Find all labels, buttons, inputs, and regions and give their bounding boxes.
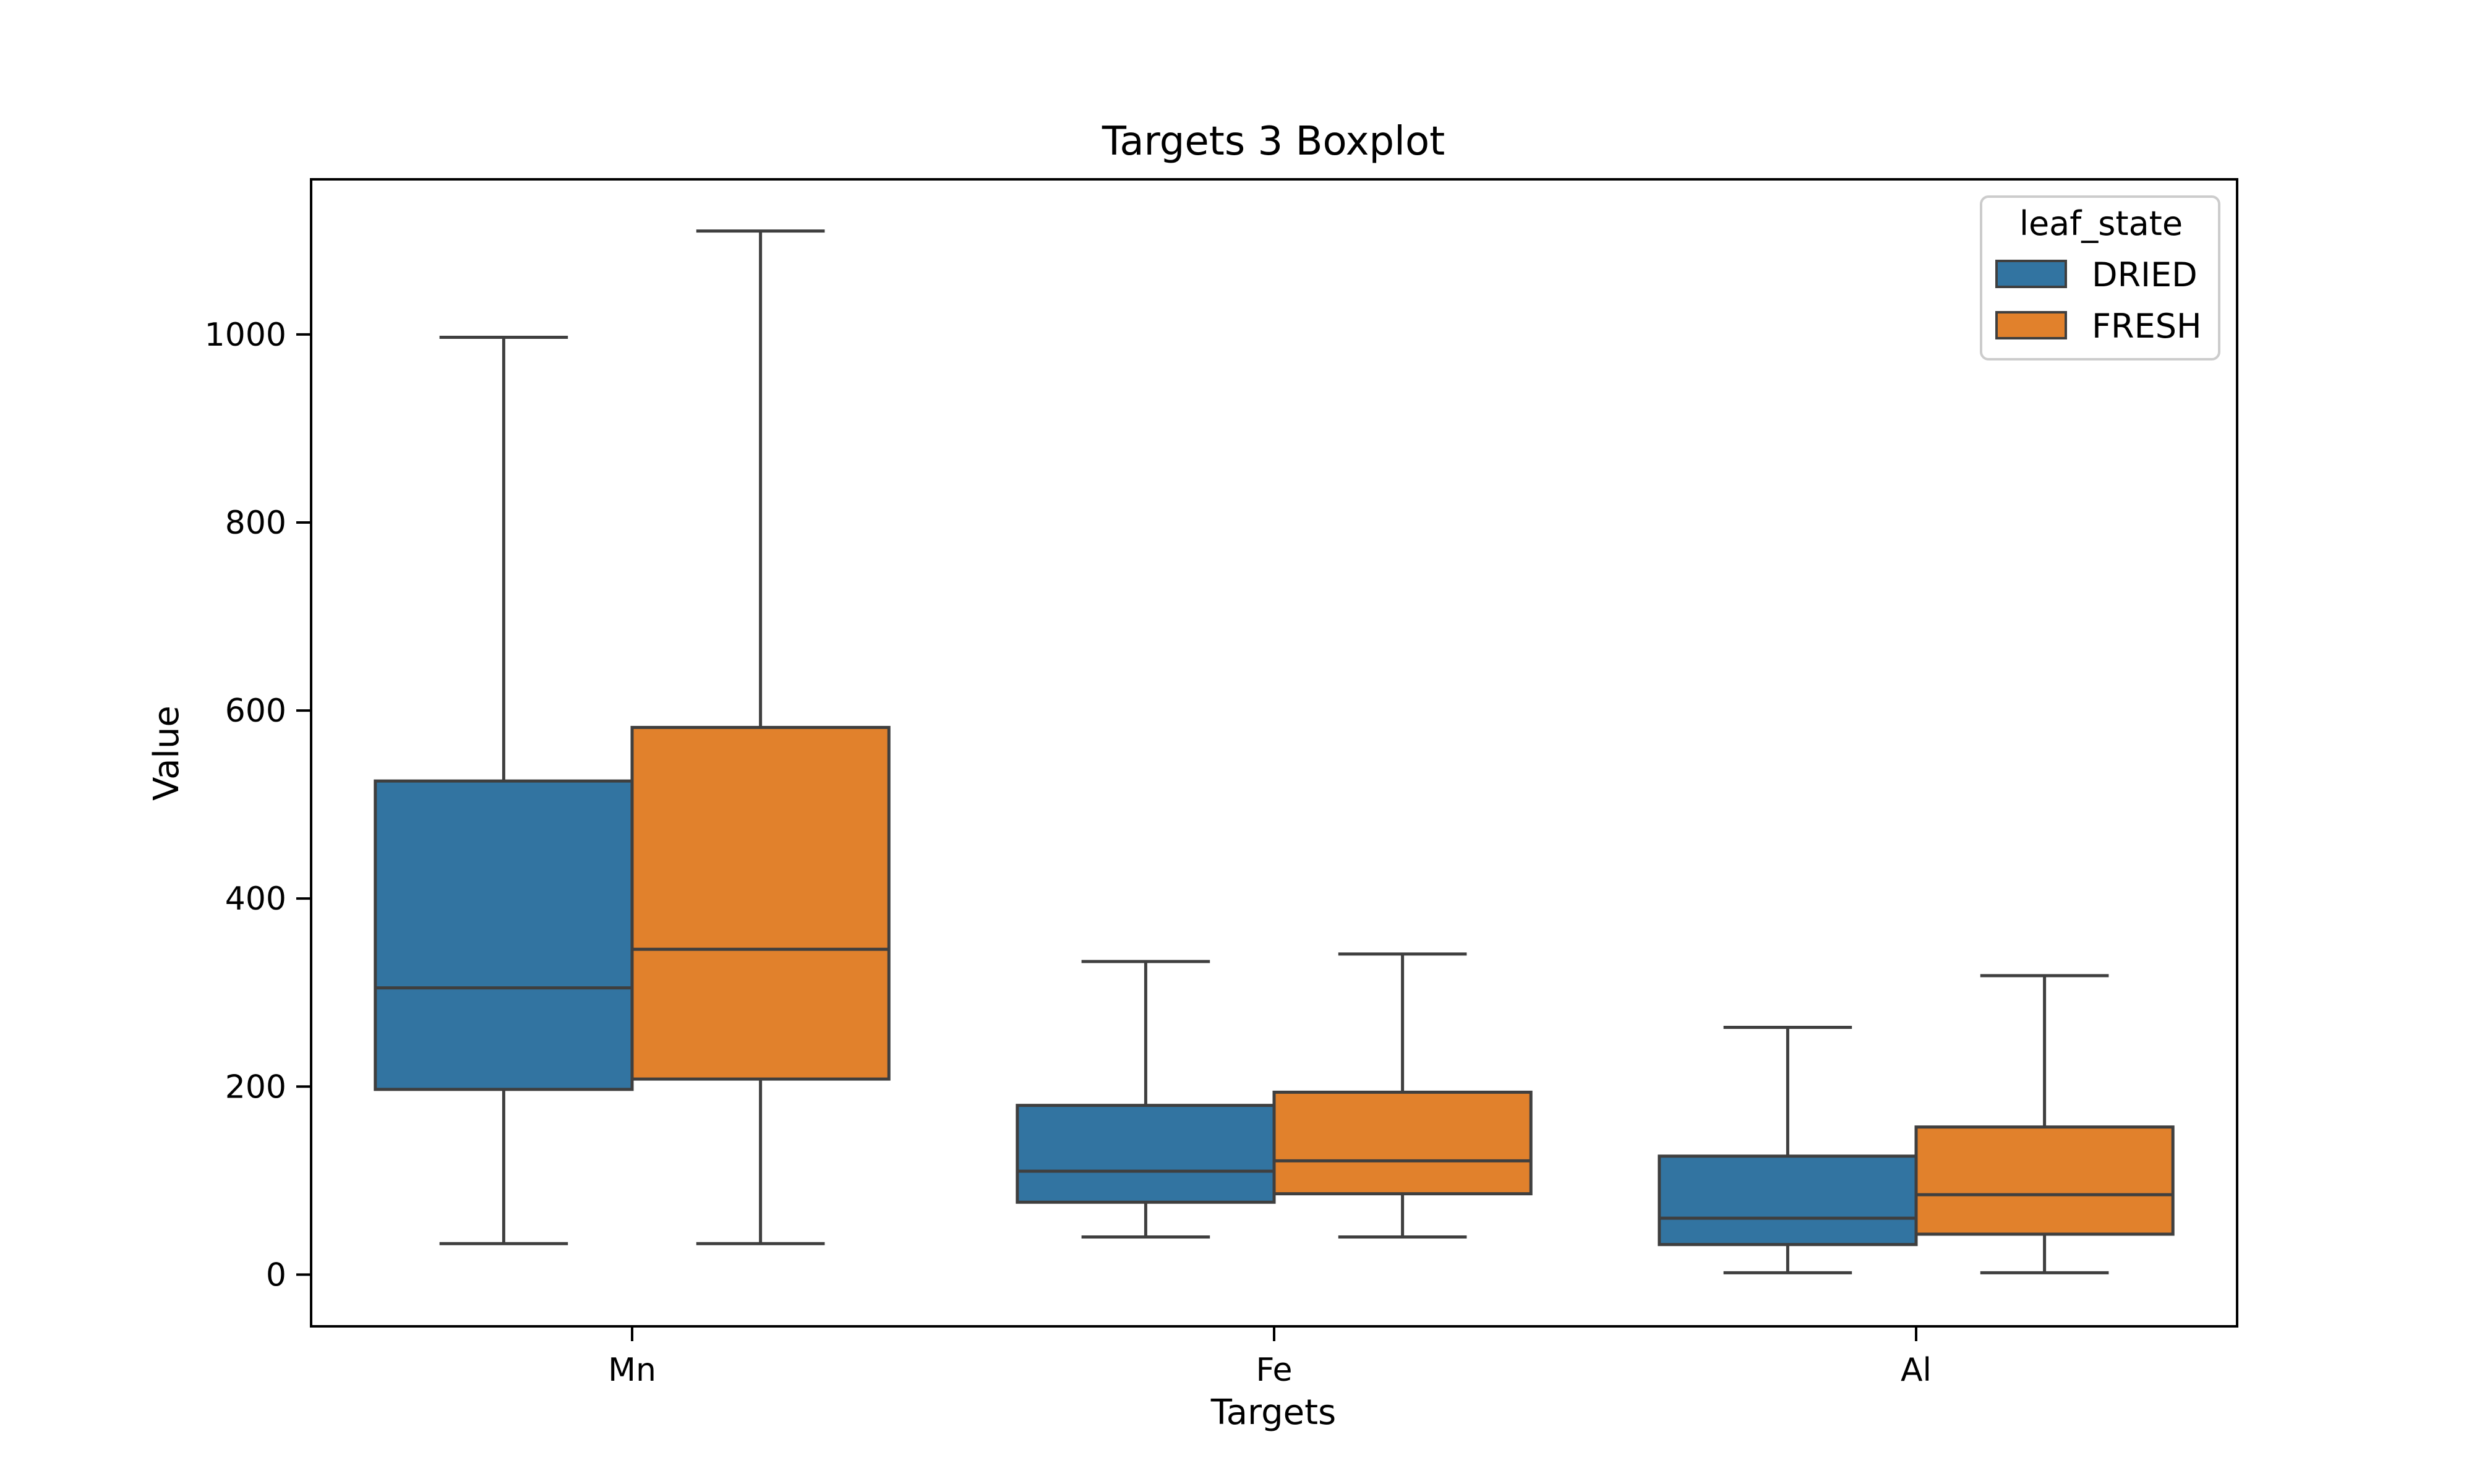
legend-swatch-dried: [1995, 260, 2067, 288]
chart-title: Targets 3 Boxplot: [1102, 119, 1445, 164]
legend-label-dried: DRIED: [2092, 255, 2198, 294]
iqr-box: [374, 779, 634, 1091]
x-axis-label: Targets: [1210, 1392, 1336, 1433]
iqr-box: [1914, 1125, 2175, 1236]
iqr-box: [1016, 1104, 1276, 1204]
iqr-box: [1272, 1090, 1533, 1196]
iqr-box: [1658, 1154, 1918, 1247]
y-axis-label: Value: [147, 706, 187, 801]
legend-label-fresh: FRESH: [2092, 307, 2202, 346]
legend-title: leaf_state: [2019, 204, 2183, 243]
legend-swatch-fresh: [1995, 311, 2067, 339]
legend: leaf_state DRIED FRESH: [1980, 195, 2220, 360]
plot-area: [374, 229, 2175, 1274]
x-tick-label-fe: Fe: [1256, 1352, 1292, 1389]
y-tick-label: 800: [225, 505, 286, 542]
x-tick-label-mn: Mn: [608, 1352, 656, 1389]
y-axis: 0 200 400 600 800 1000: [205, 317, 311, 1294]
y-tick-label: 600: [225, 693, 286, 730]
box-fresh-al: [1914, 974, 2175, 1274]
box-fresh-mn: [630, 229, 891, 1245]
y-tick-label: 1000: [205, 317, 286, 354]
box-dried-al: [1658, 1025, 1918, 1274]
iqr-box: [630, 725, 891, 1081]
box-dried-mn: [374, 335, 634, 1245]
y-tick-label: 200: [225, 1068, 286, 1106]
y-tick-label: 0: [266, 1256, 286, 1294]
x-axis: Mn Fe Al: [608, 1326, 1932, 1389]
box-fresh-fe: [1272, 952, 1533, 1239]
x-tick-label-al: Al: [1901, 1352, 1932, 1389]
box-dried-fe: [1016, 960, 1276, 1239]
y-tick-label: 400: [225, 881, 286, 918]
